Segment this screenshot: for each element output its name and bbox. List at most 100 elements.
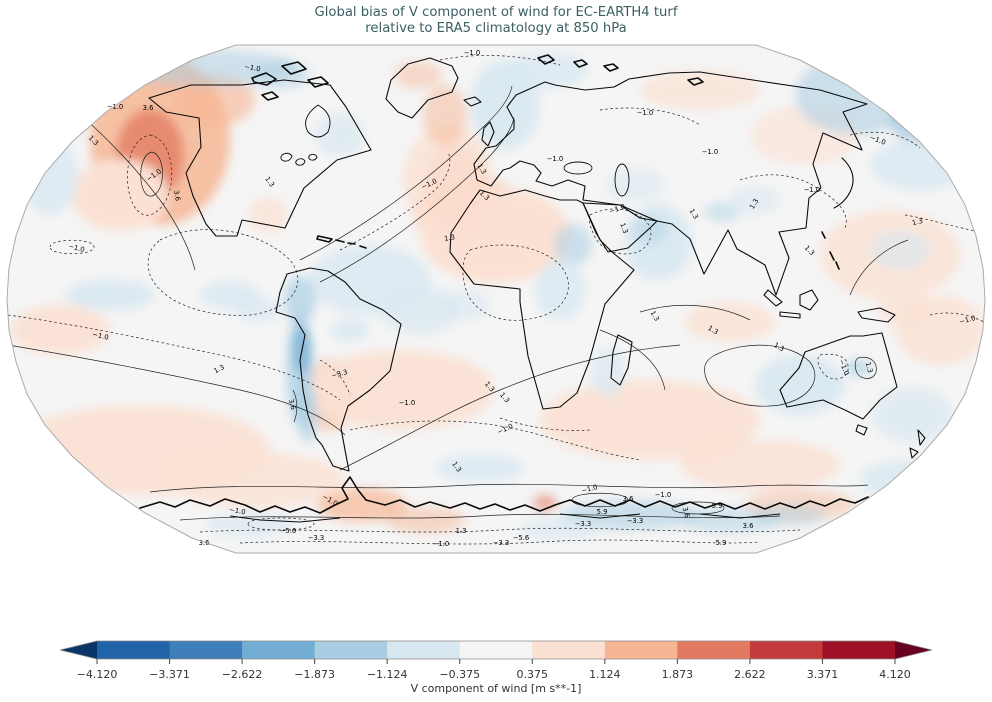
contour-label: 3.6 [287,398,298,411]
anomaly-blob [380,285,460,335]
contour-label: 1.3 [911,217,924,228]
colorbar-tick-label: −2.622 [222,668,263,681]
contour-label: −1.0 [637,109,654,117]
contour-label: −1.0 [464,49,481,57]
contour-label: −1.0 [229,506,247,517]
contour-label: 3.6 [172,190,182,202]
contour-label: −1.0 [92,330,110,341]
contour-label: −5.6 [513,534,530,542]
anomaly-blob [590,347,626,397]
anomaly-blob [403,125,493,235]
contour-label: −3.3 [308,534,325,542]
contour-label: −3.3 [575,520,592,528]
colorbar-segment [169,641,243,659]
figure-title: Global bias of V component of wind for E… [0,5,992,37]
contour-label: −1.0 [655,491,672,499]
figure-title-line1: Global bias of V component of wind for E… [314,5,678,20]
anomaly-blob [248,197,288,233]
contour-label: 5.9 [597,508,608,516]
anomaly-blob [605,167,665,203]
colorbar-tick-label: 3.371 [807,668,839,681]
anomaly-blob [680,440,840,490]
anomaly-blob [234,298,282,322]
anomaly-blob [317,488,407,522]
contour-label: −1.0 [547,155,564,163]
anomaly-blob [910,57,960,93]
colorbar-segment [822,641,896,659]
anomaly-blob [540,380,760,460]
anomaly-blob [845,359,871,377]
anomaly-blob [22,135,78,215]
anomaly-blob [730,186,780,214]
anomaly-blob [632,216,668,244]
anomaly-blob [860,460,950,500]
anomaly-blob [870,230,930,270]
contour-label: 3.6 [199,539,210,547]
contour-label: 1.3 [618,222,629,235]
contour-label: −1.0 [804,186,821,194]
colorbar-over-arrow [895,641,932,659]
anomaly-blob [385,507,465,533]
anomaly-blob [175,74,255,126]
anomaly-blob [423,85,467,145]
colorbar-under-arrow [60,641,97,659]
anomaly-blob [870,140,970,190]
contour-label: 1.3 [864,361,875,374]
colorbar-tick-label: 2.622 [734,668,766,681]
anomaly-blob [65,280,155,310]
colorbar-tick-label: −3.371 [149,668,190,681]
anomaly-blob [440,290,490,320]
colorbar-tick-label: −1.124 [367,668,408,681]
anomaly-blob [520,520,600,540]
anomaly-blob [535,260,585,320]
anomaly-blob [330,318,370,342]
contour-label: −5.6 [280,527,297,535]
anomaly-blob [877,294,933,326]
colorbar-units-label: V component of wind [m s**-1] [411,682,582,695]
colorbar-segment [242,641,316,659]
anomaly-blob [755,504,825,526]
anomaly-blob [165,452,345,508]
colorbar-segment [459,641,533,659]
colorbar-segment [749,641,823,659]
contour-label: −3.3 [493,539,510,547]
anomaly-blob [284,276,316,324]
anomaly-blob [72,159,168,231]
anomaly-blob [508,52,588,88]
anomaly-blob [640,70,760,110]
contour-label: 3.6 [743,522,754,530]
contour-label: −1.0 [399,399,416,407]
colorbar-tick-label: −1.873 [294,668,335,681]
colorbar-segment [604,641,678,659]
contour-lines [7,55,985,545]
colorbar-tick-label: −0.375 [439,668,480,681]
anomaly-blob [10,305,110,355]
figure-title-line2: relative to ERA5 climatology at 850 hPa [365,21,627,36]
coastlines [139,54,926,523]
colorbar-tick-label: 4.120 [879,668,911,681]
anomaly-blob [394,61,442,89]
anomaly-blob [685,302,775,342]
colorbar-segment [532,641,606,659]
contour-label: 3.6 [681,506,692,519]
anomaly-blob [890,95,950,145]
contour-label: −1.0 [244,63,262,74]
contour-label: 1.3 [444,233,456,243]
colorbar-segment [97,641,171,659]
colorbar-tick-label: −4.120 [77,668,118,681]
contour-label: 1.3 [456,527,467,535]
anomaly-blob [704,202,740,222]
map-outline [6,44,986,554]
contour-label: −1.0 [107,103,124,111]
anomaly-blob [305,350,495,430]
contour-label: −1.0 [702,148,719,156]
colorbar: −4.120 −3.371 −2.622 −1.873 −1.124 −0.375 0.37… [59,640,933,681]
colorbar-segment [387,641,461,659]
anomaly-blob [554,224,592,266]
colorbar-tick-label: 1.124 [589,668,621,681]
contour-label: −1.0 [433,540,450,548]
colorbar-segment [677,641,751,659]
contour-label: 3.6 [623,495,634,503]
